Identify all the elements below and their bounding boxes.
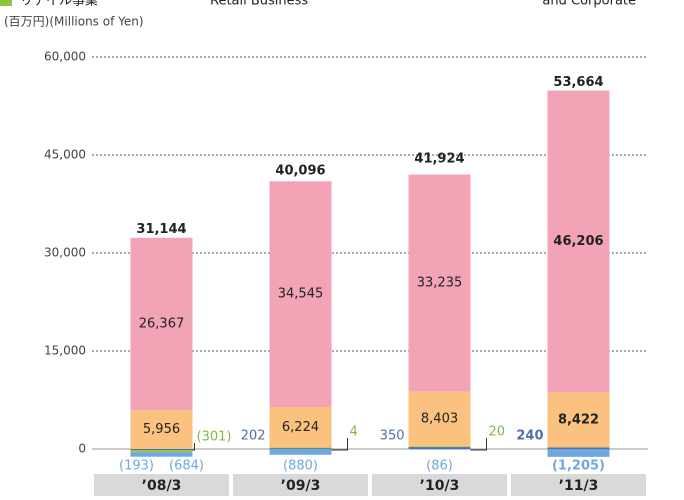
bar-segment xyxy=(269,449,332,455)
y-tick-label: 30,000 xyxy=(44,246,86,260)
total-label: 53,664 xyxy=(553,75,603,90)
label-leader xyxy=(331,438,348,451)
data-label: 350 xyxy=(380,429,405,444)
legend-text: リテイル事業 xyxy=(20,0,98,9)
data-label: (684) xyxy=(169,459,204,474)
data-label: 26,367 xyxy=(139,316,185,331)
data-label: 8,403 xyxy=(421,412,458,427)
x-tick-label: ’09/3 xyxy=(281,478,321,494)
data-label: 8,422 xyxy=(558,412,599,427)
label-leader xyxy=(192,443,195,451)
bar-segment xyxy=(130,449,193,451)
bar-segment xyxy=(547,449,610,457)
category-cell xyxy=(372,474,507,496)
y-tick-label: 60,000 xyxy=(44,50,86,64)
data-label: 240 xyxy=(516,429,543,444)
y-tick-label: 15,000 xyxy=(44,344,86,358)
bar-segment xyxy=(130,237,193,411)
bar-segment xyxy=(408,446,471,448)
legend-text: and Corporate xyxy=(542,0,636,9)
bar-segment xyxy=(269,406,332,448)
total-label: 31,144 xyxy=(136,222,186,237)
bar-segment xyxy=(408,174,471,392)
bar-segment xyxy=(269,181,332,407)
data-label: 20 xyxy=(489,425,506,440)
total-label: 40,096 xyxy=(275,164,325,179)
y-axis-label: (百万円)(Millions of Yen) xyxy=(4,15,144,29)
bar-segment xyxy=(547,392,610,448)
legend-swatch xyxy=(0,0,12,6)
y-tick-label: 45,000 xyxy=(44,148,86,162)
data-label: 6,224 xyxy=(282,420,319,435)
bar-segment xyxy=(130,450,193,453)
x-tick-label: ’11/3 xyxy=(559,478,599,494)
bar-segment xyxy=(547,447,610,449)
bar-segment xyxy=(269,447,332,449)
data-label: (880) xyxy=(283,459,318,474)
category-cell xyxy=(233,474,368,496)
data-label: 34,545 xyxy=(278,287,324,302)
total-label: 41,924 xyxy=(414,152,464,167)
x-tick-label: ’08/3 xyxy=(142,478,182,494)
bar-segment xyxy=(408,391,471,447)
data-label: (1,205) xyxy=(552,459,605,474)
x-tick-label: ’10/3 xyxy=(420,478,460,494)
label-leader xyxy=(470,438,487,451)
data-label: (301) xyxy=(197,430,232,445)
data-label: 4 xyxy=(350,425,358,440)
data-label: 46,206 xyxy=(553,234,603,249)
category-cell xyxy=(94,474,229,496)
data-label: 33,235 xyxy=(417,276,463,291)
bar-segment xyxy=(408,446,471,449)
data-label: 5,956 xyxy=(143,422,180,437)
bar-segment xyxy=(269,447,332,449)
legend-text: Retail Business xyxy=(210,0,308,9)
data-label: (86) xyxy=(426,459,453,474)
bar-segment xyxy=(130,410,193,449)
bar-segment xyxy=(130,452,193,457)
bar-segment xyxy=(547,90,610,393)
data-label: (193) xyxy=(119,459,154,474)
y-tick-label: 0 xyxy=(78,442,86,456)
bar-segment xyxy=(408,449,471,450)
category-cell xyxy=(511,474,646,496)
data-label: 202 xyxy=(241,429,266,444)
